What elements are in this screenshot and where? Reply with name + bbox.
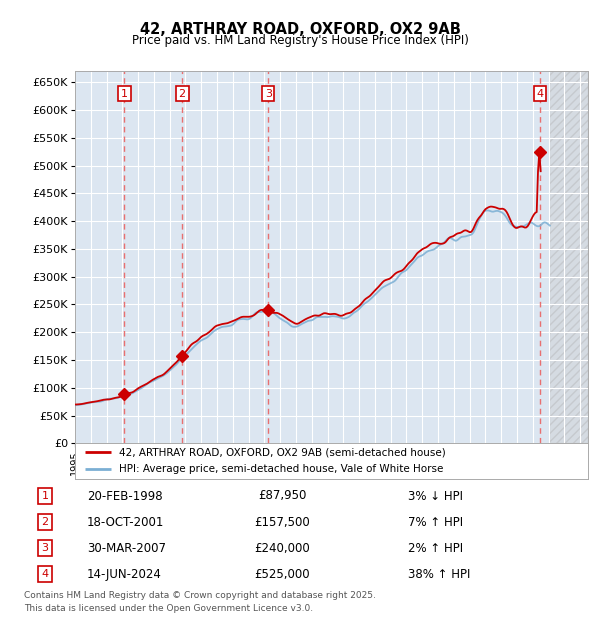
Text: 4: 4 bbox=[536, 89, 544, 99]
Text: 14-JUN-2024: 14-JUN-2024 bbox=[87, 568, 162, 580]
Text: 18-OCT-2001: 18-OCT-2001 bbox=[87, 516, 164, 528]
Text: £87,950: £87,950 bbox=[258, 490, 306, 502]
Text: 3: 3 bbox=[41, 543, 49, 553]
Text: 2% ↑ HPI: 2% ↑ HPI bbox=[408, 542, 463, 554]
Text: Price paid vs. HM Land Registry's House Price Index (HPI): Price paid vs. HM Land Registry's House … bbox=[131, 34, 469, 47]
Bar bbox=[550, 71, 588, 443]
Text: £525,000: £525,000 bbox=[254, 568, 310, 580]
Text: £157,500: £157,500 bbox=[254, 516, 310, 528]
Text: 2: 2 bbox=[179, 89, 186, 99]
Text: 42, ARTHRAY ROAD, OXFORD, OX2 9AB (semi-detached house): 42, ARTHRAY ROAD, OXFORD, OX2 9AB (semi-… bbox=[119, 448, 445, 458]
Text: HPI: Average price, semi-detached house, Vale of White Horse: HPI: Average price, semi-detached house,… bbox=[119, 464, 443, 474]
Text: 3: 3 bbox=[265, 89, 272, 99]
Text: 30-MAR-2007: 30-MAR-2007 bbox=[87, 542, 166, 554]
Text: 20-FEB-1998: 20-FEB-1998 bbox=[87, 490, 163, 502]
Text: 2: 2 bbox=[41, 517, 49, 527]
Text: 42, ARTHRAY ROAD, OXFORD, OX2 9AB: 42, ARTHRAY ROAD, OXFORD, OX2 9AB bbox=[140, 22, 460, 37]
Text: 38% ↑ HPI: 38% ↑ HPI bbox=[408, 568, 470, 580]
Text: £240,000: £240,000 bbox=[254, 542, 310, 554]
Text: 1: 1 bbox=[41, 491, 49, 501]
Text: 4: 4 bbox=[41, 569, 49, 579]
Text: 1: 1 bbox=[121, 89, 128, 99]
Text: 7% ↑ HPI: 7% ↑ HPI bbox=[408, 516, 463, 528]
Text: 3% ↓ HPI: 3% ↓ HPI bbox=[408, 490, 463, 502]
Text: Contains HM Land Registry data © Crown copyright and database right 2025.
This d: Contains HM Land Registry data © Crown c… bbox=[24, 591, 376, 613]
